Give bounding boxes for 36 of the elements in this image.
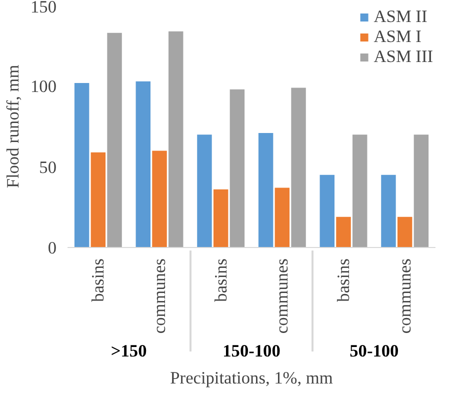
- text: >150: [110, 342, 147, 361]
- bar: [320, 174, 335, 248]
- x-tick-label: communes: [395, 258, 414, 334]
- y-tick-label: 0: [48, 238, 57, 258]
- y-tick-label: 50: [39, 158, 56, 177]
- bar: [136, 81, 151, 248]
- bar: [74, 82, 90, 248]
- legend-label: ASM I: [374, 27, 422, 47]
- bar: [352, 134, 368, 248]
- bar: [197, 134, 212, 248]
- x-tick-label: communes: [150, 258, 169, 334]
- y-axis-title: Flood runoff, mm: [4, 64, 23, 188]
- bar: [274, 188, 290, 248]
- bar: [291, 88, 306, 248]
- bar: [90, 152, 106, 248]
- x-tick-label: communes: [272, 258, 292, 334]
- text: 150-100: [222, 342, 280, 361]
- y-tick-label: 150: [30, 0, 57, 16]
- legend-label: ASM III: [374, 47, 433, 67]
- bar: [107, 32, 122, 248]
- bar: [258, 132, 274, 248]
- text: 50-100: [350, 342, 399, 361]
- bar: [230, 89, 245, 248]
- bar: [381, 174, 396, 248]
- x-tick-label: basins: [334, 258, 353, 302]
- bar: [414, 134, 429, 248]
- bar: [152, 150, 167, 248]
- x-axis-title: Precipitations, 1%, mm: [170, 368, 334, 388]
- legend-label: ASM II: [374, 7, 428, 27]
- bar: [213, 189, 228, 248]
- bar: [397, 216, 412, 248]
- bar: [168, 31, 184, 248]
- y-tick-label: 100: [30, 77, 57, 96]
- x-tick-label: basins: [88, 258, 108, 302]
- bar: [336, 216, 351, 248]
- x-tick-label: basins: [211, 258, 230, 302]
